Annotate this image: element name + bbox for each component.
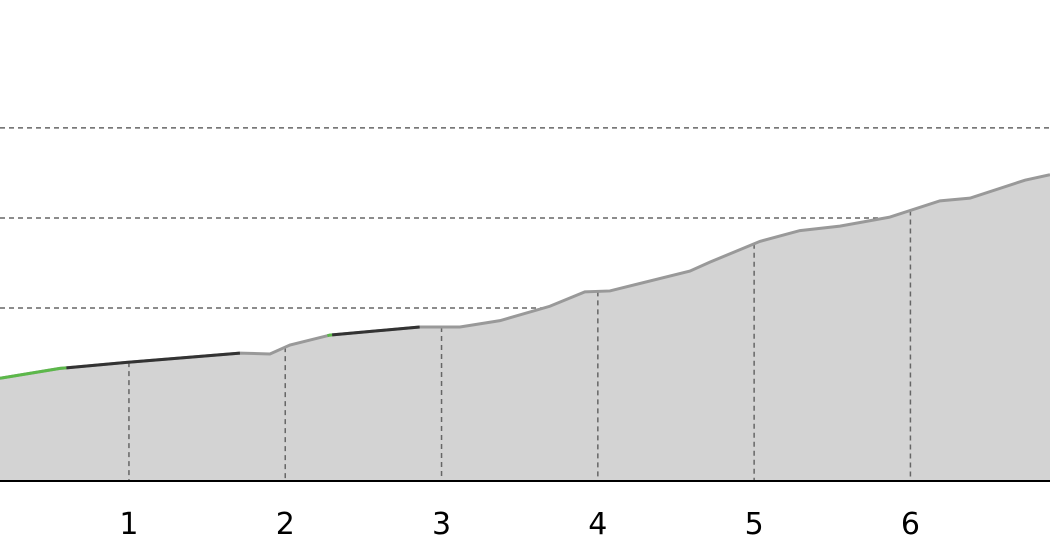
profile-segment-1 [66,351,241,370]
profile-segment-0 [0,366,67,380]
area-layer [0,174,1050,482]
x-tick-label: 1 [119,507,138,542]
area-fill [0,174,1050,482]
profile-lines [0,173,1050,380]
x-tick-label: 3 [432,507,451,542]
x-tick-label: 2 [276,507,295,542]
x-tick-label: 5 [745,507,764,542]
profile-segment-3 [331,325,420,337]
profile-segment-2 [327,333,333,338]
x-tick-label: 4 [588,507,607,542]
x-tick-labels: 1 2 3 4 5 6 [119,507,920,542]
x-tick-label: 6 [901,507,920,542]
vertical-grid [128,210,912,481]
profile-line [0,173,1050,380]
